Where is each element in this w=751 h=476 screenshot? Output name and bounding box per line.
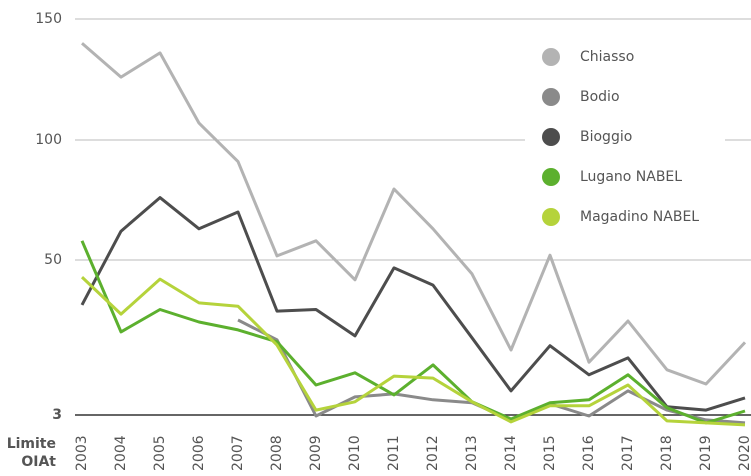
legend-swatch [542, 48, 560, 66]
y-tick-label: 150 [35, 11, 62, 27]
series-line [80, 240, 746, 425]
x-tick-label: 2014 [503, 435, 519, 471]
y-tick-label: 100 [35, 132, 62, 148]
legend-label: Bodio [580, 89, 620, 105]
x-tick-label: 2012 [425, 435, 441, 471]
limit-label: Limite OIAt [7, 436, 57, 470]
legend-label: Bioggio [580, 129, 632, 145]
x-tick-label: 2015 [542, 435, 558, 471]
legend-swatch [542, 88, 560, 106]
x-tick-label: 2020 [737, 435, 751, 471]
x-tick-label: 2003 [74, 435, 90, 471]
legend-swatch [542, 128, 560, 146]
x-tick-label: 2019 [698, 435, 714, 471]
series-line [80, 196, 746, 412]
series-line [81, 42, 747, 386]
legend-label: Lugano NABEL [580, 169, 682, 185]
x-tick-label: 2018 [659, 435, 675, 471]
legend-label: Magadino NABEL [580, 209, 699, 225]
legend: Chiasso Bodio Bioggio Lugano NABEL Magadino … [525, 32, 725, 237]
legend-swatch [542, 208, 560, 226]
x-tick-label: 2008 [269, 435, 285, 471]
x-tick-label: 2004 [113, 435, 129, 471]
legend-swatch [542, 168, 560, 186]
x-tick-label: 2007 [230, 435, 246, 471]
series-line [80, 276, 746, 427]
x-tick-label: 2005 [152, 435, 168, 471]
x-tick-label: 2017 [620, 435, 636, 471]
x-tick-label: 2009 [308, 435, 324, 471]
y-tick-label: 3 [52, 407, 62, 423]
x-tick-label: 2006 [191, 435, 207, 471]
x-tick-label: 2010 [347, 435, 363, 471]
x-tick-label: 2011 [386, 435, 402, 471]
x-tick-label: 2013 [464, 435, 480, 471]
y-tick-label: 50 [44, 252, 62, 268]
x-tick-label: 2016 [581, 435, 597, 471]
legend-label: Chiasso [580, 49, 634, 65]
